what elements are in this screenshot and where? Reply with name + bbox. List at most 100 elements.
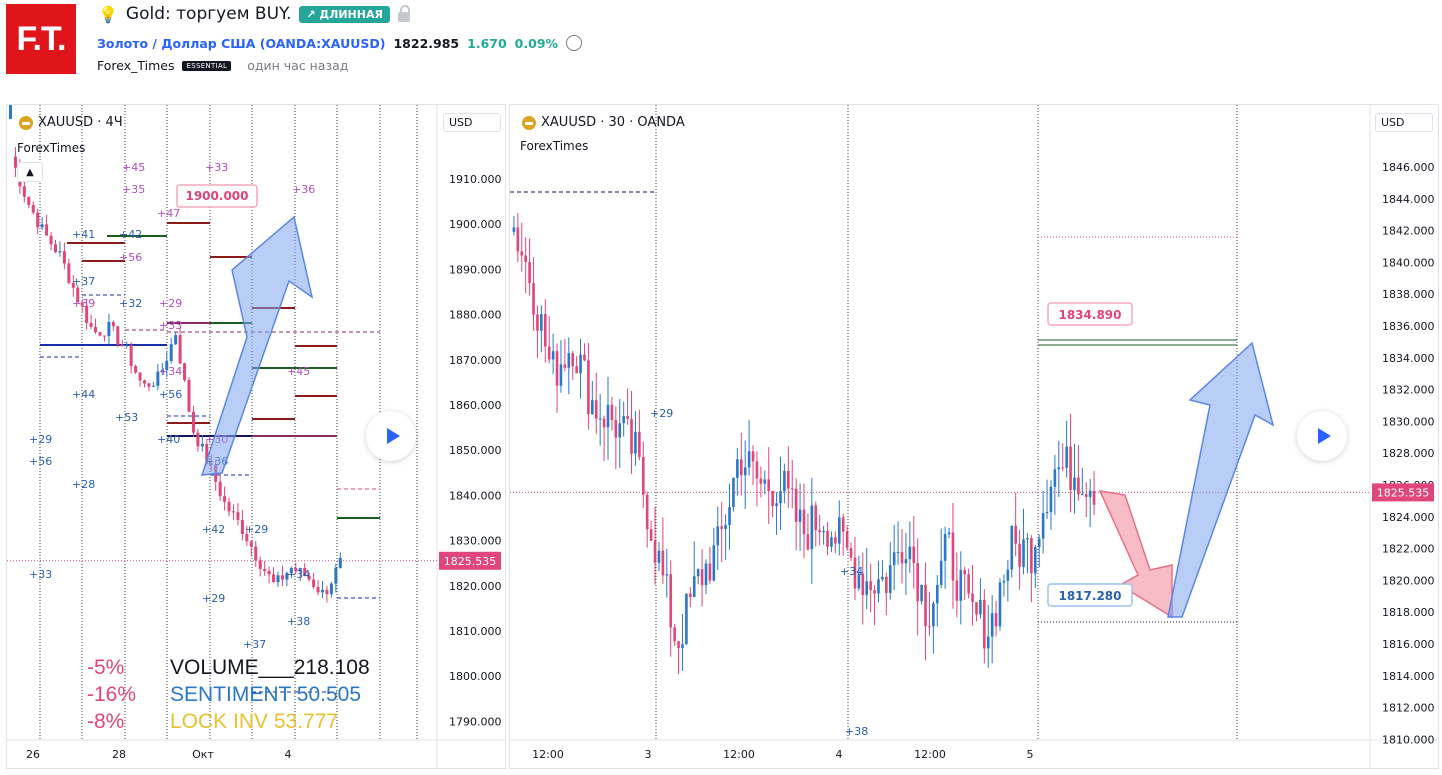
chart-canvas-4h[interactable]: 1910.000 1900.000 1890.000 1880.000 1870.000…	[7, 105, 505, 768]
level-annotation: +36	[292, 183, 315, 196]
candle-body	[943, 534, 947, 561]
stat-percent: -5%	[87, 656, 124, 679]
candle-body	[798, 509, 802, 522]
candle-body	[783, 470, 786, 492]
gold-coin-icon	[19, 115, 33, 130]
candle-body	[904, 559, 908, 564]
candle-body	[704, 563, 708, 586]
target-price-label: 1900.000	[185, 189, 248, 203]
price-tick-label: 1810.000	[1382, 733, 1435, 746]
price-change: 1.670	[467, 35, 507, 51]
symbol-link[interactable]: Золото / Доллар США (OANDA:XAUUSD)	[97, 35, 386, 51]
play-button[interactable]	[366, 411, 416, 461]
candle-body	[67, 263, 71, 283]
candle-body	[979, 599, 982, 615]
level-annotation: +45	[122, 161, 145, 174]
candle-body	[720, 526, 723, 529]
candle-body	[307, 576, 311, 580]
chart-pane-4h[interactable]: 1910.000 1900.000 1890.000 1880.000 1870.000…	[6, 104, 506, 769]
candle-body	[990, 613, 994, 637]
price-tick-label: 1836.000	[1382, 320, 1435, 333]
level-annotation: +33	[159, 319, 182, 332]
candle-body	[802, 509, 806, 535]
price-tick-label: 1850.000	[449, 444, 502, 457]
candle-body	[289, 568, 293, 574]
price-tick-label: 1840.000	[1382, 256, 1435, 269]
candle-body	[1010, 525, 1014, 570]
level-annotation: +53	[115, 411, 138, 424]
candle-body	[165, 360, 169, 371]
current-price-tag: 1825.535	[1377, 486, 1430, 499]
level-annotation: +40	[157, 433, 180, 446]
candle-body	[614, 419, 618, 438]
candle-body	[998, 582, 1002, 627]
candle-body	[645, 494, 649, 530]
lock-icon	[397, 4, 410, 22]
chart-pane-30m[interactable]: 1846.000 1844.000 1842.000 1840.000 1838.000…	[509, 104, 1439, 769]
candle-body	[169, 344, 173, 361]
author-link[interactable]: Forex_Times	[97, 58, 175, 73]
candle-body	[971, 593, 974, 603]
candle-body	[516, 227, 520, 252]
candle-body	[532, 283, 535, 315]
candle-body	[932, 603, 935, 627]
candle-body	[58, 251, 62, 253]
currency-box[interactable]: USD	[1375, 113, 1433, 132]
candle-body	[602, 418, 606, 428]
candle-body	[223, 496, 227, 502]
candle-body	[1045, 511, 1049, 514]
candle-body	[837, 517, 841, 544]
candle-body	[610, 404, 614, 420]
candle-body	[512, 227, 516, 232]
alarm-clock-icon[interactable]	[566, 35, 583, 51]
gold-coin-icon	[522, 115, 536, 130]
idea-title: Gold: торгуем BUY.	[125, 4, 292, 24]
candle-body	[685, 593, 688, 645]
currency-box[interactable]: USD	[443, 113, 501, 132]
time-tick-label: 5	[1027, 748, 1034, 761]
collapse-button[interactable]: ▲	[17, 162, 43, 182]
candle-body	[826, 530, 829, 547]
direction-badge: ↗ ДЛИННАЯ	[299, 5, 390, 23]
candle-body	[873, 590, 876, 594]
chart-canvas-30m[interactable]: 1846.000 1844.000 1842.000 1840.000 1838.000…	[510, 105, 1438, 768]
candle-body	[1041, 513, 1045, 539]
candle-body	[1081, 494, 1084, 496]
level-annotation: +29	[29, 433, 52, 446]
stat-value: SENTIMENT 50.505	[170, 683, 361, 706]
candle-body	[200, 443, 204, 447]
candle-body	[771, 490, 774, 507]
play-button[interactable]	[1297, 411, 1347, 461]
candle-body	[111, 322, 115, 327]
candle-body	[716, 526, 720, 546]
candle-body	[143, 380, 146, 384]
candle-body	[80, 302, 84, 306]
candle-body	[160, 370, 164, 372]
candle-body	[665, 574, 669, 576]
candle-body	[708, 563, 712, 581]
candle-body	[116, 326, 120, 345]
candle-body	[1014, 525, 1017, 544]
candle-body	[571, 353, 575, 367]
candle-body	[559, 364, 563, 386]
candle-body	[45, 224, 49, 236]
candle-body	[822, 530, 825, 533]
stat-value: VOLUME___218.108	[170, 656, 370, 679]
level-annotation: +56	[159, 388, 182, 401]
candle-body	[1069, 446, 1072, 490]
level-annotation: +28	[72, 478, 95, 491]
candle-body	[9, 105, 12, 119]
candle-body	[912, 546, 916, 564]
level-annotation: +33	[29, 568, 52, 581]
candle-body	[677, 641, 680, 648]
candle-body	[1030, 538, 1033, 574]
candle-body	[630, 418, 633, 454]
candle-body	[881, 576, 884, 580]
level-annotation: +34	[287, 568, 310, 581]
ft-logo[interactable]: F.T.	[6, 4, 76, 74]
candle-body	[618, 423, 622, 438]
candle-body	[1049, 486, 1053, 512]
candle-body	[151, 385, 155, 387]
price-tick-label: 1880.000	[449, 309, 502, 322]
candle-body	[1018, 543, 1021, 567]
